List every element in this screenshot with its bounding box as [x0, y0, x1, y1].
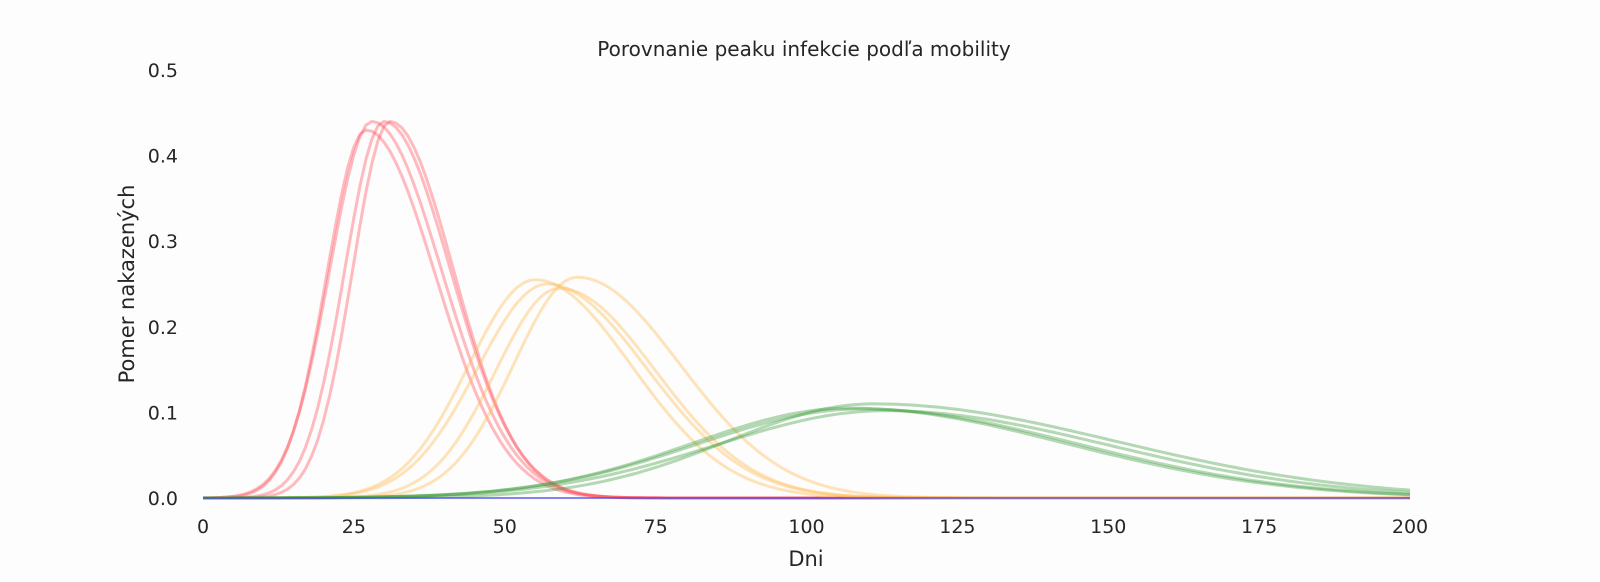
y-tick-label: 0.5 — [148, 60, 178, 82]
y-axis-ticks: 0.0 0.1 0.2 0.3 0.4 0.5 — [148, 60, 178, 510]
y-tick-label: 0.2 — [148, 317, 178, 339]
y-tick-label: 0.0 — [148, 488, 178, 510]
x-tick-label: 50 — [493, 516, 517, 538]
x-tick-label: 0 — [197, 516, 209, 538]
series-line-low-mobility-10 — [203, 407, 1411, 500]
x-axis-label: Dni — [788, 547, 823, 571]
series-line-low-mobility-12 — [203, 409, 1411, 500]
series-layer — [202, 119, 1411, 500]
x-tick-label: 125 — [939, 516, 975, 538]
y-tick-label: 0.3 — [148, 231, 178, 253]
x-axis-ticks: 0 25 50 75 100 125 150 175 200 — [197, 516, 1428, 538]
chart-title: Porovnanie peaku infekcie podľa mobility — [597, 37, 1011, 61]
y-axis-label: Pomer nakazených — [115, 185, 139, 384]
x-tick-label: 200 — [1392, 516, 1428, 538]
x-tick-label: 175 — [1241, 516, 1277, 538]
y-tick-label: 0.1 — [148, 402, 178, 424]
x-tick-label: 150 — [1090, 516, 1126, 538]
series-line-low-mobility-9 — [203, 406, 1411, 500]
x-tick-label: 75 — [644, 516, 668, 538]
x-tick-label: 25 — [342, 516, 366, 538]
y-tick-label: 0.4 — [148, 146, 178, 168]
x-tick-label: 100 — [788, 516, 824, 538]
